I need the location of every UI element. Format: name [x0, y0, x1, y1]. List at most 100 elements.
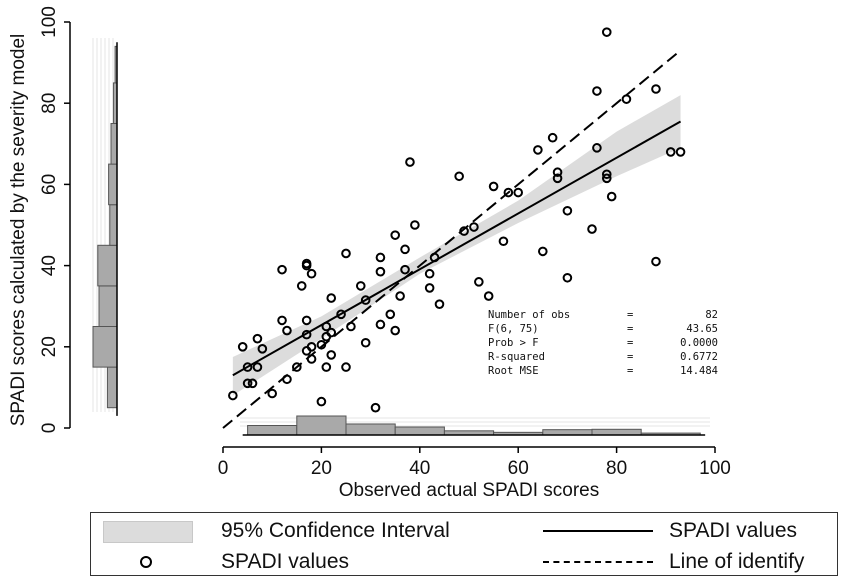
scatter-point-80 — [675, 147, 686, 157]
x-hist-bar-2 — [345, 423, 396, 436]
legend-fit-label: SPADI values — [669, 519, 797, 542]
x-hist-bar-0 — [247, 425, 298, 436]
scatter-point-18 — [301, 329, 312, 340]
scatter-point-35 — [355, 281, 366, 291]
scatter-point-44 — [390, 230, 401, 240]
y-tick-label-5: 100 — [39, 6, 60, 38]
scatter-point-30 — [326, 327, 337, 338]
scatter-point-57 — [474, 277, 484, 287]
legend-ci-swatch — [103, 521, 193, 543]
stat-label-1: F(6, 75) — [488, 323, 539, 335]
scatter-point-62 — [513, 187, 524, 198]
stat-label-2: Prob > F — [488, 337, 539, 349]
scatter-point-28 — [326, 293, 337, 303]
y-tick-label-2: 40 — [39, 255, 60, 276]
scatter-point-56 — [469, 222, 479, 232]
scatter-point-8 — [267, 388, 278, 399]
x-hist-bar-3 — [394, 426, 445, 436]
y-hist-bar-2 — [98, 285, 118, 327]
scatter-point-2 — [242, 362, 253, 372]
scatter-point-58 — [483, 291, 494, 301]
scatter-point-32 — [341, 248, 351, 259]
scatter-point-14 — [296, 281, 307, 291]
y-tick-label-3: 60 — [39, 174, 60, 195]
scatter-point-49 — [410, 220, 420, 230]
scatter-point-20 — [306, 268, 317, 279]
scatter-point-29 — [326, 350, 337, 360]
stat-eq-3: = — [627, 351, 633, 363]
scatter-point-1 — [237, 342, 248, 352]
scatter-point-22 — [306, 342, 317, 352]
scatter-point-42 — [385, 309, 396, 320]
scatter-point-4 — [247, 378, 258, 389]
legend-ci-label: 95% Confidence Interval — [221, 519, 450, 542]
y-hist-bar-5 — [108, 163, 118, 206]
y-marginal-histogram — [92, 38, 118, 416]
y-tick-label-1: 20 — [39, 336, 60, 357]
scatter-point-46 — [400, 244, 410, 255]
scatter-point-73 — [601, 27, 612, 37]
scatter-point-65 — [547, 132, 558, 143]
scatter-point-34 — [346, 321, 356, 332]
stat-label-0: Number of obs — [488, 309, 570, 321]
axes-layer: 0 20 40 60 80 100 SPADI scores calculated by t… — [8, 6, 731, 501]
scatter-point-68 — [562, 272, 573, 283]
y-hist-bar-4 — [109, 204, 118, 246]
points-layer — [228, 27, 686, 413]
scatter-point-26 — [321, 321, 332, 332]
scatter-point-11 — [282, 374, 292, 385]
scatter-point-0 — [228, 390, 238, 401]
stat-value-2: 0.0000 — [680, 337, 718, 349]
scatter-point-16 — [301, 260, 312, 271]
scatter-point-78 — [651, 256, 661, 267]
x-tick-label-1: 20 — [311, 458, 332, 479]
scatter-point-24 — [316, 339, 327, 350]
scatter-point-64 — [538, 246, 548, 257]
y-tick-label-4: 80 — [39, 93, 60, 114]
scatter-point-66 — [552, 173, 563, 184]
scatter-point-75 — [601, 173, 612, 184]
stat-value-4: 14.484 — [680, 365, 718, 377]
scatter-point-59 — [488, 181, 499, 192]
x-marginal-histogram — [240, 415, 710, 436]
stat-eq-1: = — [627, 323, 633, 335]
scatter-point-38 — [370, 402, 381, 413]
stat-label-3: R-squared — [488, 351, 545, 363]
identity-line — [222, 49, 682, 429]
lines-layer — [222, 49, 682, 429]
scatter-point-10 — [277, 315, 287, 326]
y-hist-bar-1 — [92, 326, 118, 368]
x-hist-bar-7 — [591, 428, 642, 436]
stat-eq-2: = — [627, 337, 633, 349]
scatter-point-45 — [395, 291, 405, 301]
scatter-point-39 — [375, 266, 386, 277]
scatter-point-12 — [282, 325, 292, 336]
scatter-point-27 — [321, 362, 332, 372]
scatter-point-71 — [592, 86, 602, 96]
scatter-point-6 — [252, 362, 263, 372]
scatter-point-5 — [252, 333, 263, 344]
scatter-point-67 — [552, 167, 563, 178]
confidence-band — [232, 95, 681, 396]
scatter-point-70 — [587, 224, 597, 234]
stat-value-1: 43.65 — [686, 323, 718, 335]
scatter-point-9 — [277, 264, 287, 275]
stat-eq-4: = — [627, 365, 633, 377]
scatter-point-69 — [562, 205, 573, 216]
scatter-point-31 — [336, 309, 346, 320]
scatter-point-53 — [434, 299, 445, 309]
scatter-point-51 — [424, 283, 435, 293]
x-hist-bar-1 — [296, 415, 347, 436]
scatter-point-79 — [651, 84, 661, 94]
scatter-point-47 — [400, 264, 410, 275]
scatter-point-50 — [424, 268, 435, 279]
stat-eq-0: = — [627, 309, 633, 321]
scatter-point-72 — [592, 143, 602, 153]
scatter-point-55 — [459, 226, 469, 236]
scatter-point-61 — [503, 187, 514, 198]
scatter-point-63 — [533, 145, 543, 155]
scatter-point-41 — [375, 319, 386, 330]
scatter-point-7 — [257, 344, 268, 354]
scatter-point-23 — [316, 396, 327, 407]
